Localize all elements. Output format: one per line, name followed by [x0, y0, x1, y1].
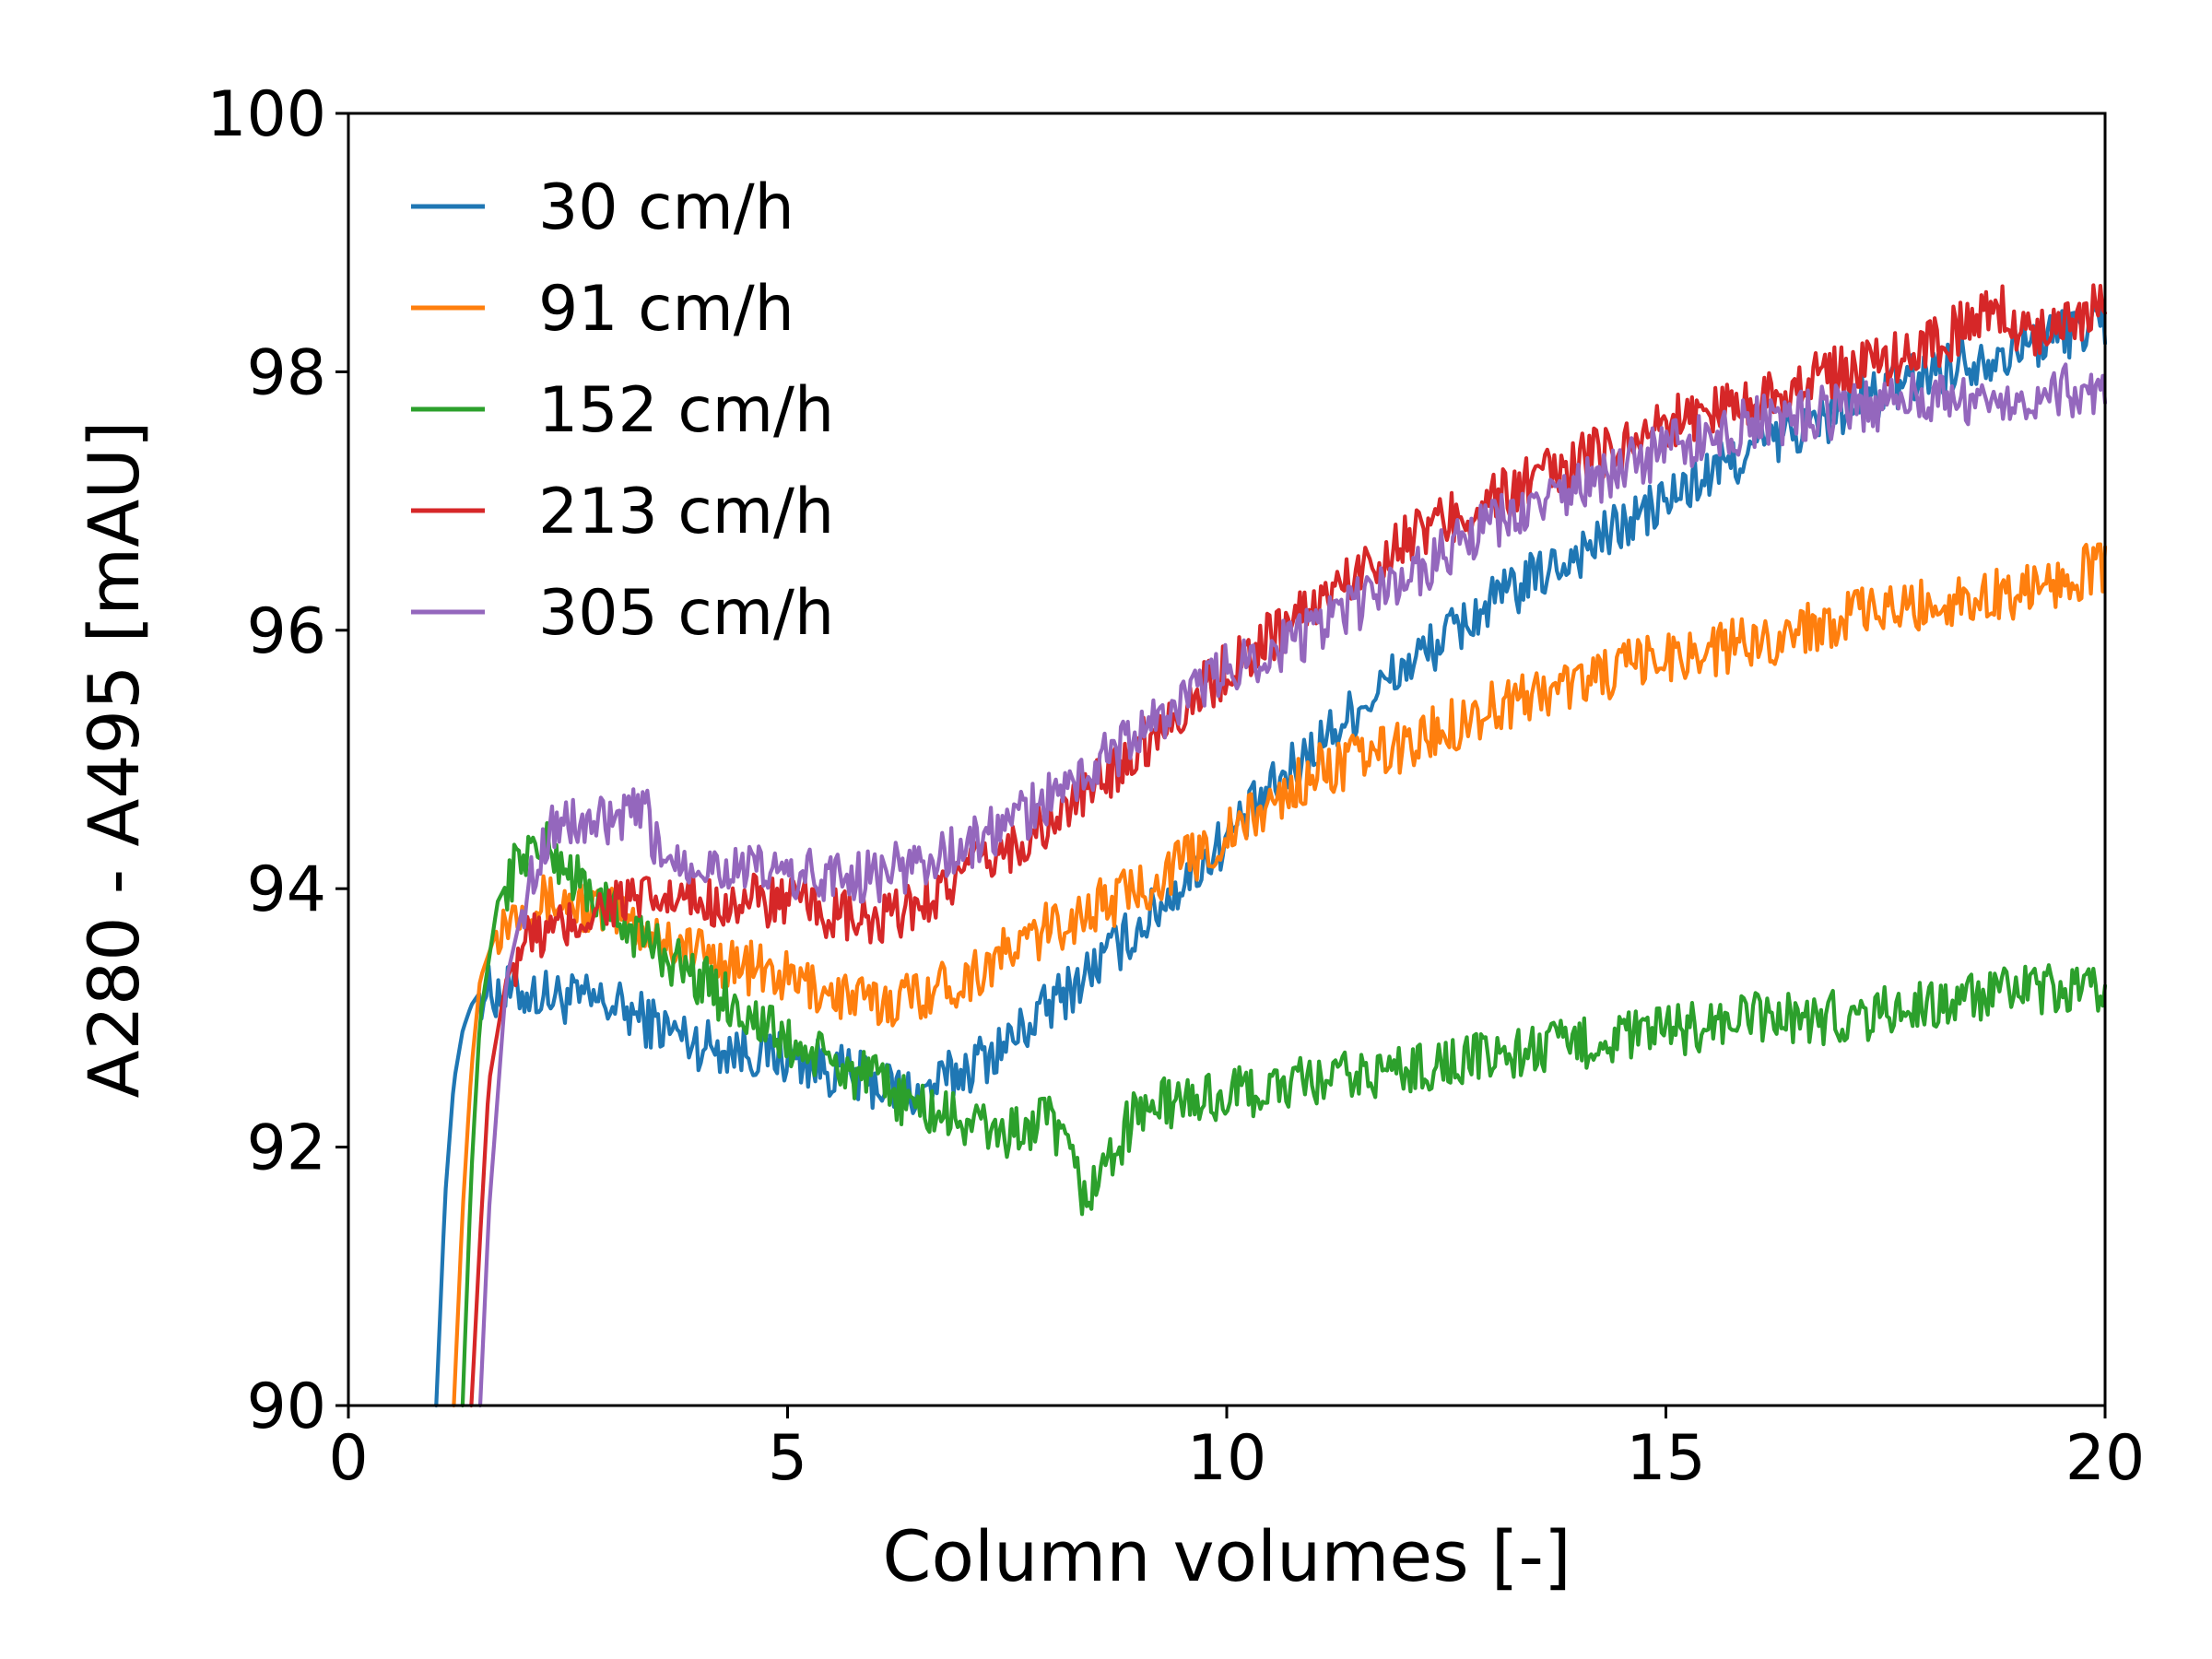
- series-line-91-cm-h: [452, 542, 2108, 1408]
- x-tick-label: 15: [1626, 1422, 1706, 1495]
- y-tick-label: 94: [246, 853, 326, 926]
- series-line-213-cm-h: [469, 283, 2108, 1408]
- legend-label: 91 cm/h: [538, 273, 794, 346]
- x-axis-label: Column volumes [-]: [882, 1515, 1571, 1597]
- series-line-152-cm-h: [460, 820, 2108, 1408]
- y-axis-label: A280 - A495 [mAU]: [73, 421, 155, 1099]
- x-tick-label: 10: [1187, 1422, 1267, 1495]
- y-axis: 90 92 94 96 98 100: [206, 78, 348, 1443]
- y-tick-label: 92: [246, 1112, 326, 1185]
- legend-label: 305 cm/h: [538, 577, 834, 650]
- x-tick-label: 0: [328, 1422, 368, 1495]
- y-tick-label: 98: [246, 336, 326, 409]
- x-tick-label: 20: [2065, 1422, 2146, 1495]
- y-tick-label: 90: [246, 1371, 326, 1443]
- y-tick-label: 100: [206, 78, 326, 151]
- x-tick-label: 5: [768, 1422, 807, 1495]
- y-tick-label: 96: [246, 595, 326, 668]
- legend-label: 30 cm/h: [538, 171, 794, 244]
- legend-label: 152 cm/h: [538, 374, 834, 447]
- series-layer: [434, 283, 2108, 1408]
- legend-label: 213 cm/h: [538, 476, 834, 548]
- series-line-305-cm-h: [477, 362, 2108, 1408]
- legend: 30 cm/h 91 cm/h 152 cm/h 213 cm/h 305 cm/h: [411, 171, 834, 650]
- x-axis: 0 5 10 15 20: [328, 1406, 2145, 1495]
